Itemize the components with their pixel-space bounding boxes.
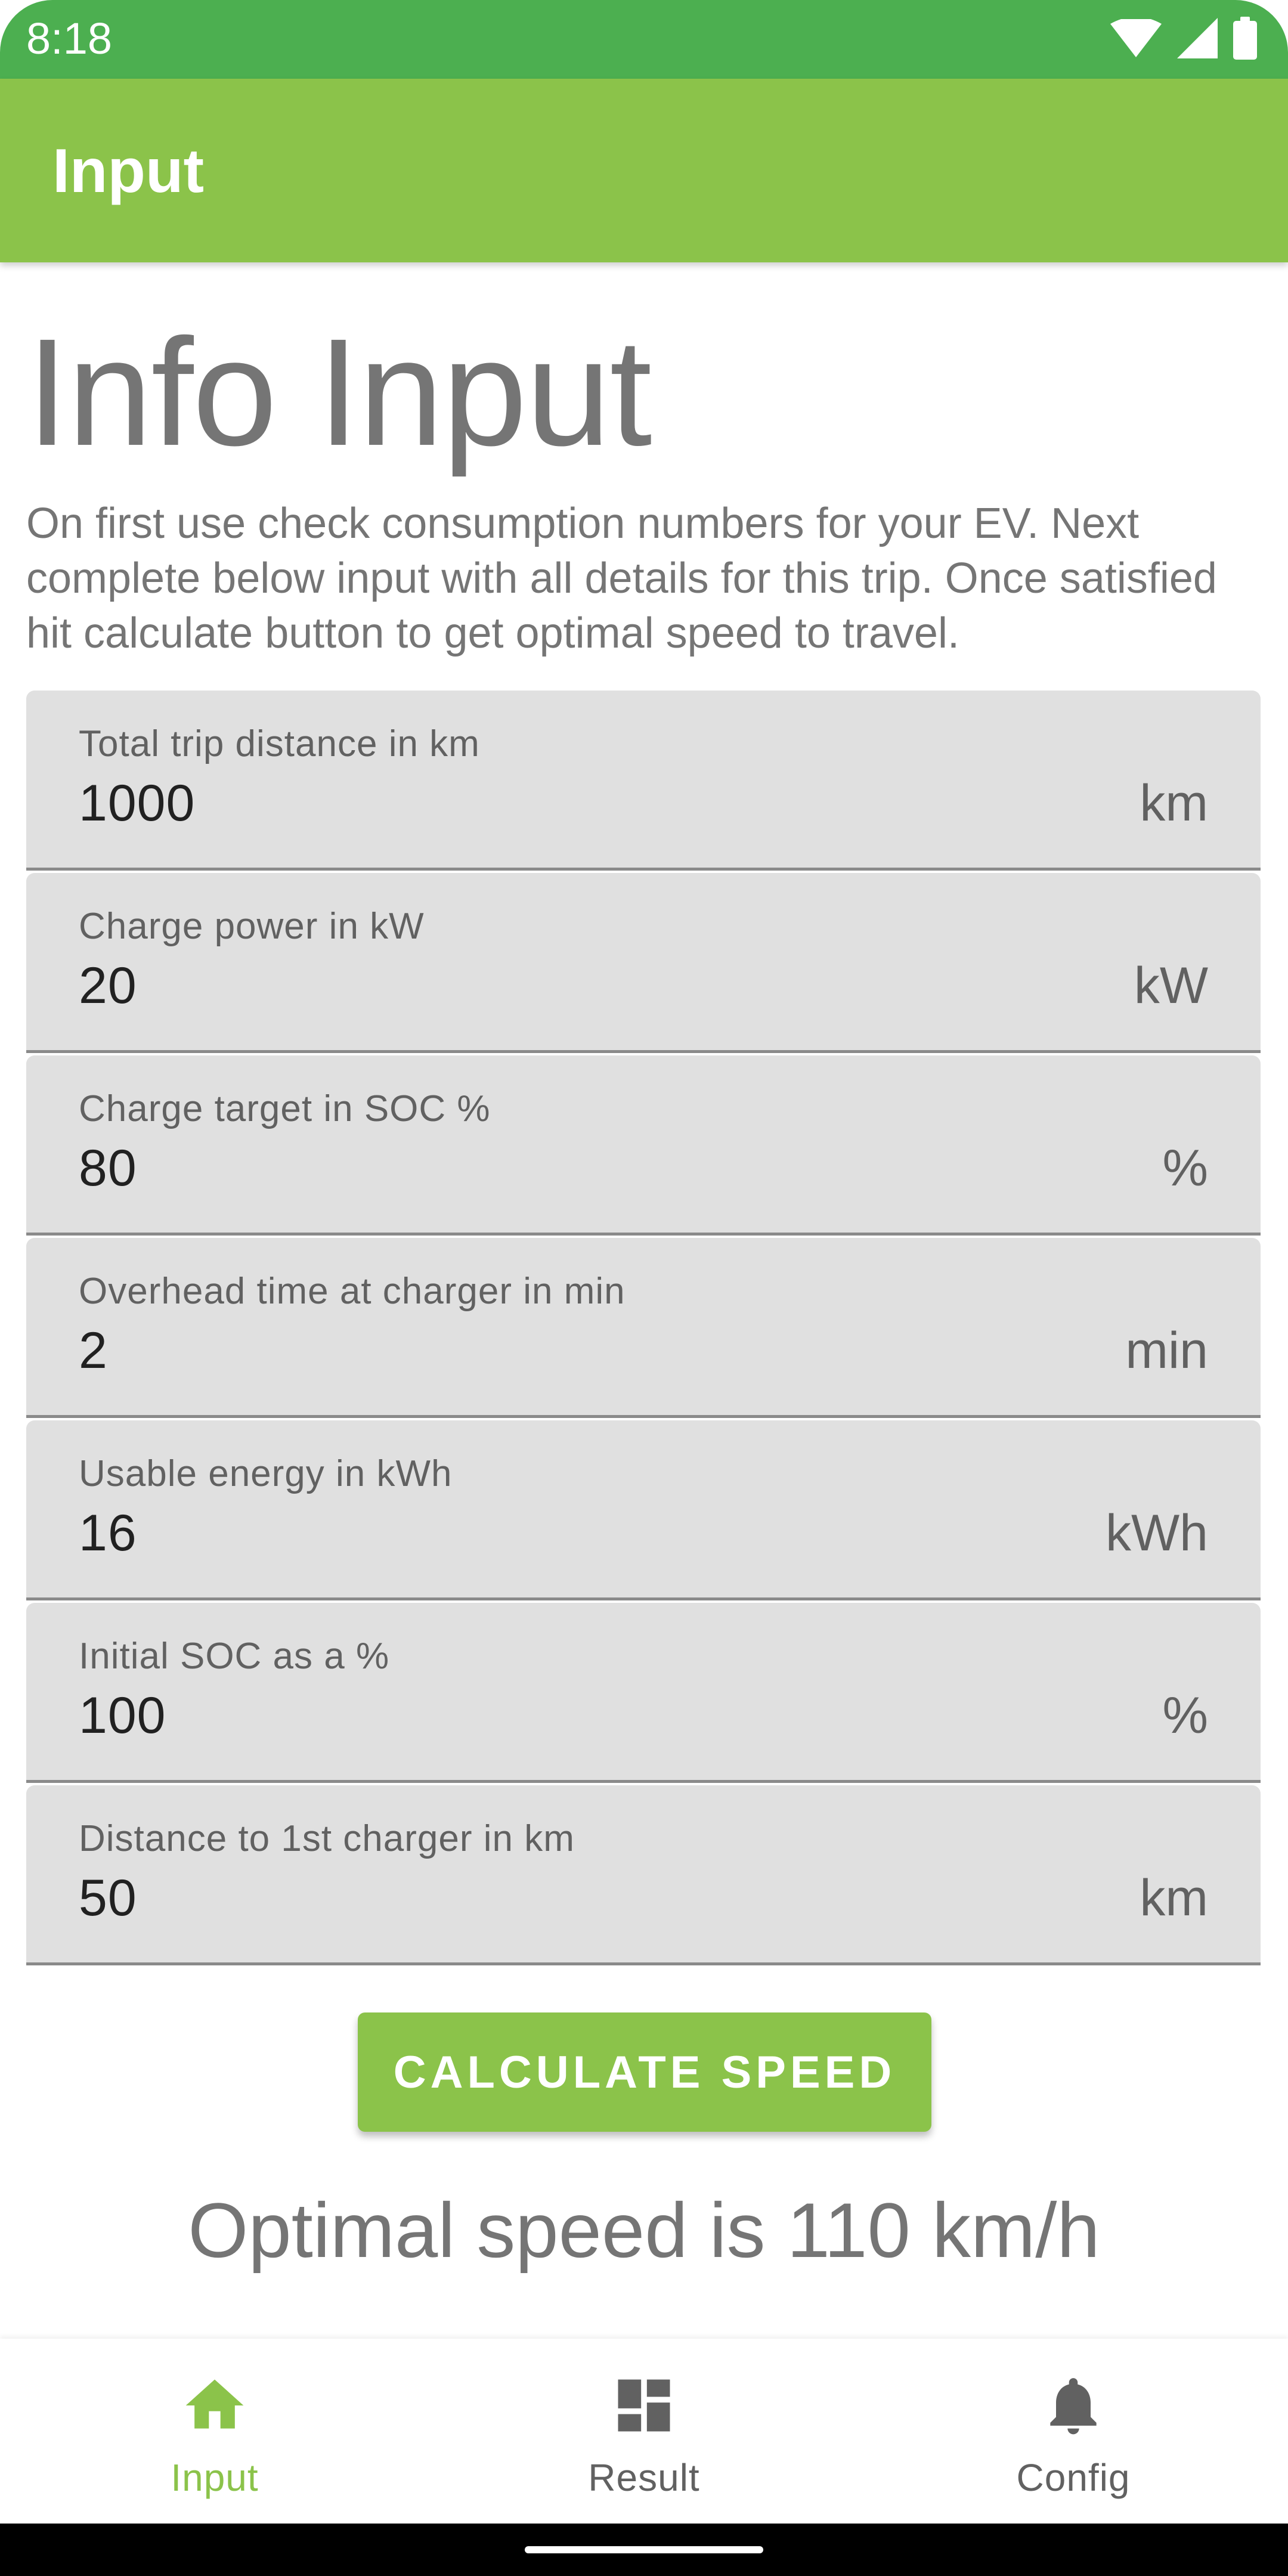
- home-gesture-handle[interactable]: [525, 2546, 763, 2553]
- distance-first-charger-field[interactable]: Distance to 1st charger in km 50 km: [26, 1785, 1261, 1965]
- optimal-speed-result: Optimal speed is 110 km/h: [188, 2187, 1100, 2274]
- field-unit: km: [1140, 775, 1208, 832]
- status-bar: 8:18: [0, 0, 1288, 79]
- intro-text: On first use check consumption numbers f…: [26, 500, 1217, 657]
- trip-distance-field[interactable]: Total trip distance in km 1000 km: [26, 691, 1261, 871]
- field-label: Charge target in SOC %: [79, 1088, 491, 1129]
- usable-energy-field[interactable]: Usable energy in kWh 16 kWh: [26, 1420, 1261, 1600]
- field-value[interactable]: 2: [79, 1322, 108, 1379]
- field-value[interactable]: 20: [79, 957, 137, 1014]
- overhead-time-field[interactable]: Overhead time at charger in min 2 min: [26, 1238, 1261, 1418]
- field-value[interactable]: 80: [79, 1140, 137, 1197]
- app-bar: Input: [0, 79, 1288, 262]
- field-unit: kW: [1134, 957, 1208, 1014]
- field-label: Overhead time at charger in min: [79, 1271, 626, 1312]
- wifi-icon: [1110, 19, 1162, 57]
- status-time: 8:18: [26, 14, 113, 63]
- field-label: Charge power in kW: [79, 906, 425, 947]
- bottom-navigation: Input Result Config: [0, 2339, 1288, 2524]
- field-unit: %: [1162, 1140, 1208, 1197]
- charge-power-field[interactable]: Charge power in kW 20 kW: [26, 873, 1261, 1053]
- battery-icon: [1233, 17, 1257, 60]
- bell-icon: [1050, 2378, 1097, 2435]
- dashboard-icon: [618, 2379, 670, 2432]
- field-label: Usable energy in kWh: [79, 1453, 453, 1494]
- field-unit: %: [1162, 1687, 1208, 1744]
- home-icon: [185, 2379, 244, 2429]
- status-icons: [1110, 17, 1257, 60]
- calculate-speed-button[interactable]: CALCULATE SPEED: [358, 2012, 931, 2132]
- nav-item-config[interactable]: Config: [859, 2339, 1288, 2524]
- field-unit: kWh: [1106, 1504, 1208, 1562]
- field-label: Initial SOC as a %: [79, 1636, 390, 1677]
- field-label: Distance to 1st charger in km: [79, 1818, 575, 1859]
- field-unit: min: [1125, 1322, 1208, 1379]
- page-heading: Info Input: [26, 307, 652, 478]
- field-value[interactable]: 100: [79, 1687, 166, 1744]
- field-value[interactable]: 1000: [79, 775, 196, 832]
- charge-target-field[interactable]: Charge target in SOC % 80 %: [26, 1055, 1261, 1236]
- nav-label: Config: [1016, 2456, 1131, 2499]
- nav-item-result[interactable]: Result: [429, 2339, 859, 2524]
- field-value[interactable]: 16: [79, 1504, 137, 1562]
- nav-item-input[interactable]: Input: [0, 2339, 429, 2524]
- app-bar-title: Input: [52, 137, 205, 206]
- cellular-signal-icon: [1177, 18, 1218, 58]
- field-label: Total trip distance in km: [79, 723, 480, 764]
- nav-label: Input: [171, 2456, 259, 2499]
- field-unit: km: [1140, 1869, 1208, 1927]
- gesture-navigation-bar: [0, 2524, 1288, 2576]
- initial-soc-field[interactable]: Initial SOC as a % 100 %: [26, 1603, 1261, 1783]
- field-value[interactable]: 50: [79, 1869, 137, 1927]
- nav-label: Result: [588, 2456, 700, 2499]
